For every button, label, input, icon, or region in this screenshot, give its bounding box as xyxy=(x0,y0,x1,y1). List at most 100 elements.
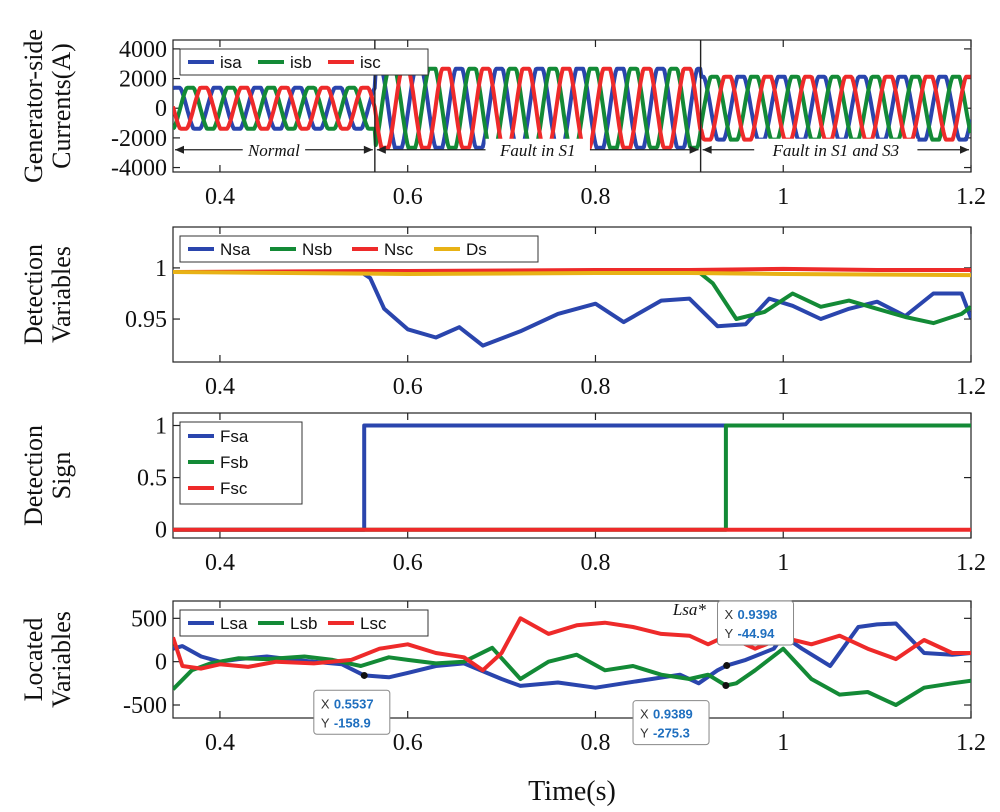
legend-label-Lsa: Lsa xyxy=(220,614,248,633)
series-group xyxy=(173,66,971,150)
plot-area xyxy=(172,600,972,719)
datatip-x-value: 0.5537 xyxy=(334,696,374,711)
legend-label-isc: isc xyxy=(360,53,381,72)
x-tick-label: 1 xyxy=(777,184,789,210)
x-tick-label: 0.6 xyxy=(393,550,423,576)
y-axis-label: LocatedVariables xyxy=(19,611,76,708)
x-tick-label: 0.4 xyxy=(205,730,235,756)
y-tick-label: 500 xyxy=(131,606,167,632)
region-label: Fault in S1 and S3 xyxy=(772,141,900,160)
legend-label-Nsb: Nsb xyxy=(302,240,332,259)
datatip-x-value: 0.9398 xyxy=(738,607,778,622)
datatip-marker xyxy=(360,671,368,679)
y-tick-label: -4000 xyxy=(111,156,167,182)
series-Nsa xyxy=(173,270,971,348)
panel-4: 0.4 0.6 0.8 1 1.2 500 0 -500 LocatedVariables Lsa… xyxy=(19,600,986,807)
legend-label-isa: isa xyxy=(220,53,242,72)
datatip-2: X 0.9389 Y -275.3 xyxy=(632,682,730,746)
datatip-x-key: X xyxy=(725,607,734,622)
x-tick-label: 0.4 xyxy=(205,184,235,210)
legend-label-isb: isb xyxy=(290,53,312,72)
y-tick-label: 0 xyxy=(155,96,167,122)
y-tick-label: 2000 xyxy=(119,67,167,93)
datatip-y-key: Y xyxy=(725,626,734,641)
panel-2: 0.4 0.6 0.8 1 1.2 1 0.95 DetectionVariables Nsa N… xyxy=(19,226,986,400)
series-Lsc xyxy=(173,616,971,673)
datatip-box xyxy=(313,689,391,735)
datatip-3: X 0.9398 Y -44.94 xyxy=(717,600,795,670)
series-isa xyxy=(173,66,971,150)
panel-1: 0.4 0.6 0.8 1 1.2 4000 2000 0 -2000 -4000 Generato… xyxy=(19,29,986,210)
datatip-y-value: -158.9 xyxy=(334,715,371,730)
datatip-y-key: Y xyxy=(640,726,649,741)
x-tick-label: 0.8 xyxy=(580,550,610,576)
x-tick-label: 0.6 xyxy=(393,374,423,400)
y-tick-label: 0.5 xyxy=(137,466,167,492)
legend xyxy=(179,48,429,76)
y-tick-label: 1 xyxy=(155,256,167,282)
x-tick-label: 0.6 xyxy=(393,730,423,756)
x-tick-label: 0.4 xyxy=(205,374,235,400)
series-Nsc xyxy=(173,266,971,274)
arrow-head xyxy=(960,145,969,154)
legend-label-Lsb: Lsb xyxy=(290,614,317,633)
region-label-bg xyxy=(754,138,918,161)
y-tick-label: -500 xyxy=(123,693,167,719)
y-axis-label: DetectionVariables xyxy=(19,244,76,345)
datatip-marker xyxy=(722,682,730,690)
datatip-marker xyxy=(723,662,731,670)
series-group xyxy=(173,423,971,532)
x-tick-label: 1 xyxy=(777,374,789,400)
series-isc xyxy=(173,66,971,150)
region-label: Normal xyxy=(247,141,300,160)
datatip-y-key: Y xyxy=(321,715,330,730)
series-Ds xyxy=(173,270,971,278)
x-tick-label: 0.8 xyxy=(580,730,610,756)
series-Lsb xyxy=(173,645,971,707)
series-group xyxy=(173,266,971,348)
plot-area xyxy=(172,226,972,363)
arrow-head xyxy=(175,145,184,154)
legend-label-Lsc: Lsc xyxy=(360,614,387,633)
datatip-1: X 0.5537 Y -158.9 xyxy=(313,671,391,735)
datatip-x-key: X xyxy=(640,707,649,722)
x-tick-label: 0.4 xyxy=(205,550,235,576)
arrow-head xyxy=(376,145,386,154)
legend-label-Ds: Ds xyxy=(466,240,487,259)
x-tick-label: 1.2 xyxy=(956,374,986,400)
legend-label-Nsa: Nsa xyxy=(220,240,251,259)
datatip-y-value: -275.3 xyxy=(653,726,690,741)
panel-3: 0.4 0.6 0.8 1 1.2 1 0.5 0 DetectionSign Fsa Fsb Fsc xyxy=(19,412,986,576)
datatip-box xyxy=(717,600,795,646)
x-tick-label: 1.2 xyxy=(956,730,986,756)
y-tick-label: 4000 xyxy=(119,37,167,63)
y-tick-label: -2000 xyxy=(111,126,167,152)
datatip-x-key: X xyxy=(321,696,330,711)
y-axis-label: DetectionSign xyxy=(19,425,76,526)
legend-label-Fsb: Fsb xyxy=(220,453,248,472)
legend-label-Nsc: Nsc xyxy=(384,240,414,259)
series-group xyxy=(173,616,971,707)
plot-area xyxy=(172,412,972,539)
legend xyxy=(179,609,429,637)
series-Nsb xyxy=(173,270,971,326)
x-tick-label: 1 xyxy=(777,730,789,756)
x-tick-label: 0.8 xyxy=(580,374,610,400)
y-tick-label: 0 xyxy=(155,650,167,676)
region-label-bg xyxy=(485,138,590,161)
datatip-box xyxy=(632,700,710,746)
x-tick-label: 1.2 xyxy=(956,550,986,576)
annotation-Lsa-star: Lsa* xyxy=(672,600,707,619)
plot-area xyxy=(172,39,972,173)
arrow-head xyxy=(689,145,699,154)
legend-label-Fsc: Fsc xyxy=(220,479,248,498)
y-axis-label: Generator-sideCurrents(A) xyxy=(19,29,76,183)
region-label-bg xyxy=(242,138,306,161)
x-tick-label: 1 xyxy=(777,550,789,576)
y-tick-label: 1 xyxy=(155,414,167,440)
datatip-x-value: 0.9389 xyxy=(653,707,693,722)
x-tick-label: 1.2 xyxy=(956,184,986,210)
datatip-y-value: -44.94 xyxy=(738,626,776,641)
x-tick-label: 0.8 xyxy=(580,184,610,210)
